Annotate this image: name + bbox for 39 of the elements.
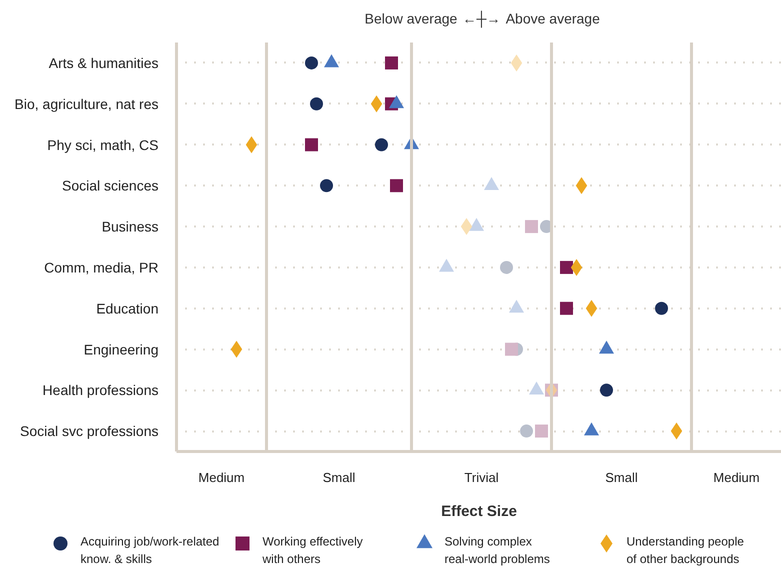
text: Small [322, 470, 356, 485]
text: Above average [506, 10, 600, 26]
point [600, 384, 613, 397]
point [390, 179, 403, 192]
y-tick-label: Education [96, 300, 159, 316]
y-tick-label: Comm, media, PR [44, 259, 158, 276]
text: ←┼→ [462, 10, 500, 28]
point [385, 56, 398, 70]
point [560, 302, 573, 315]
y-tick-label: Phy sci, math, CS [47, 136, 159, 153]
point [560, 260, 573, 274]
point [310, 97, 323, 110]
point [535, 424, 548, 438]
text: Below average [364, 10, 458, 26]
y-tick-label: Social svc professions [20, 423, 159, 440]
legend-label: Acquiring job/work-related know. & skills [80, 534, 220, 566]
point [305, 56, 318, 70]
text: Trivial [464, 470, 499, 485]
y-tick-label: Arts & humanities [48, 54, 159, 71]
text: Medium [713, 470, 760, 485]
point [520, 424, 533, 438]
y-tick-label: Engineering [84, 341, 159, 358]
x-axis-title: Effect Size [441, 503, 517, 520]
point [375, 138, 388, 152]
point [500, 260, 513, 274]
legend-label: Solving complex real-world problems [444, 534, 550, 566]
point [525, 220, 538, 234]
y-tick-label: Health professions [42, 382, 158, 398]
point [505, 342, 518, 356]
text: Medium [198, 470, 245, 485]
y-tick-label: Social sciences [62, 178, 159, 194]
legend-label: Understanding people of other backgrounds [626, 534, 744, 566]
point [305, 138, 318, 152]
y-tick-label: Business [102, 218, 159, 235]
text: Small [605, 470, 638, 485]
y-tick-label: Bio, agriculture, nat res [14, 96, 159, 112]
point [320, 179, 333, 192]
point [655, 302, 668, 315]
legend-label: Working effectively with others [262, 534, 363, 566]
